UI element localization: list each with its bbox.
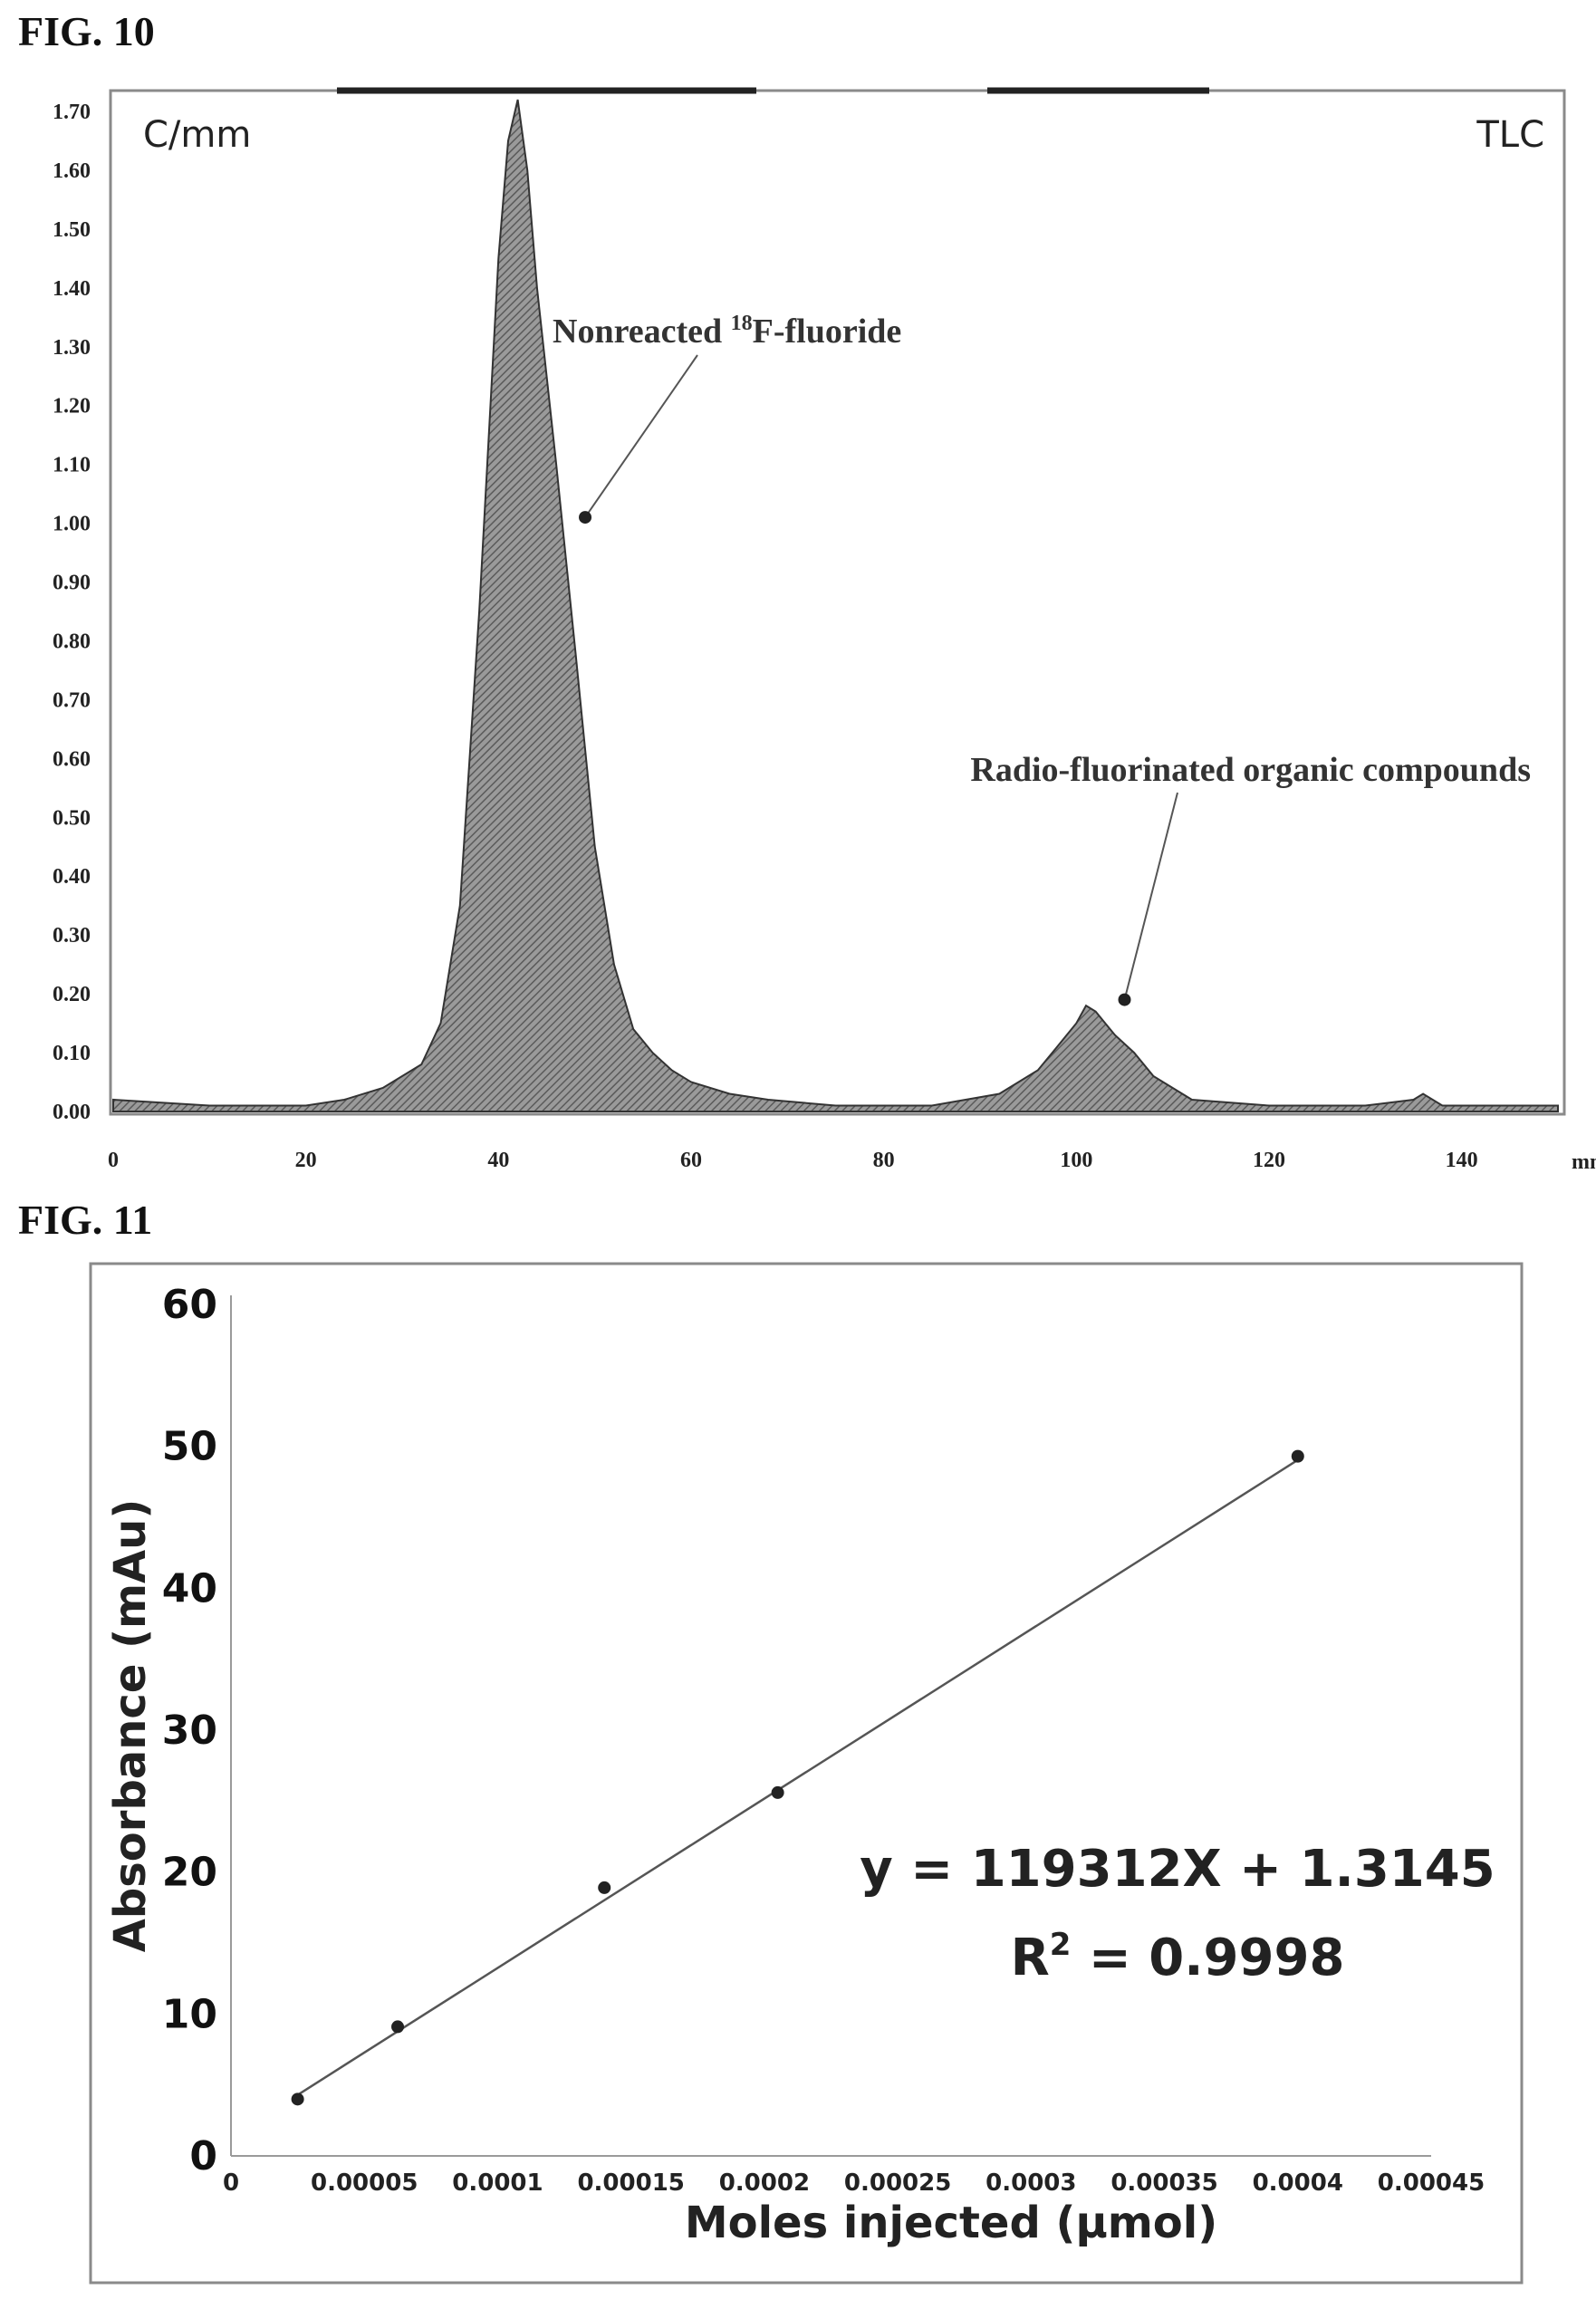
- chart2-y-tick-labels: 0 10 20 30 40 50 60: [162, 1282, 217, 2179]
- annotation-organic: Radio-fluorinated organic compounds: [970, 751, 1531, 789]
- y-tick-label: 0.70: [53, 688, 91, 712]
- chart2-y-label: Absorbance (mAu): [105, 1499, 156, 1953]
- x-tick-label: 40: [487, 1149, 509, 1172]
- fig11-label: FIG. 11: [18, 1197, 153, 1243]
- x-tick-label: 100: [1060, 1149, 1092, 1172]
- r-squared: R2 = 0.9998: [1011, 1927, 1345, 1987]
- chart2-x-tick-label: 0.00005: [311, 2169, 418, 2197]
- annotation-fluoride-arrow: [584, 354, 698, 518]
- chart2-y-tick-label: 50: [162, 1424, 217, 1470]
- chart2-frame: [89, 1262, 1524, 2285]
- y-tick-label: 0.30: [53, 924, 91, 948]
- y-tick-label: 1.40: [53, 277, 91, 301]
- annotation-fluoride-pre: Nonreacted: [553, 313, 731, 351]
- chart2-x-tick-label: 0.00035: [1110, 2169, 1217, 2197]
- y-tick-label: 0.50: [53, 806, 91, 830]
- y-tick-label: 0.00: [53, 1101, 91, 1124]
- annotation-fluoride: Nonreacted 18F-fluoride: [553, 312, 901, 351]
- regression-equation: y = 119312X + 1.3145: [860, 1840, 1495, 1899]
- x-tick-label: 20: [295, 1149, 317, 1172]
- data-points: [291, 1449, 1304, 2106]
- y-tick-label: 1.10: [53, 454, 91, 477]
- plot-frame: [109, 89, 1566, 1116]
- x-tick-label: 140: [1446, 1149, 1478, 1172]
- chart2-x-tick-labels: 0 0.00005 0.0001 0.00015 0.0002 0.00025 0.0003…: [223, 2169, 1485, 2197]
- data-point: [1291, 1449, 1304, 1463]
- y-tick-label: 1.60: [53, 159, 91, 183]
- x-tick-label: 120: [1253, 1149, 1285, 1172]
- y-tick-label: 0.40: [53, 865, 91, 889]
- y-tick-label: 1.50: [53, 218, 91, 242]
- chart2-y-tick-label: 40: [162, 1565, 217, 1611]
- y-tick-label: 0.10: [53, 1042, 91, 1065]
- data-point: [391, 2020, 405, 2034]
- chart2-x-tick-label: 0: [223, 2169, 239, 2197]
- r-squared-value: = 0.9998: [1071, 1929, 1344, 1987]
- y-tick-label: 0.20: [53, 983, 91, 1006]
- chart2-y-tick-label: 20: [162, 1850, 217, 1896]
- y-tick-label: 0.80: [53, 630, 91, 653]
- y-tick-label: 0.90: [53, 572, 91, 595]
- y-tick-label: 1.70: [53, 101, 91, 124]
- data-point: [291, 2093, 304, 2106]
- x-unit-label: mm: [1572, 1150, 1596, 1174]
- fig10-label: FIG. 10: [18, 8, 155, 54]
- x-tick-label: 0: [108, 1149, 119, 1172]
- data-point: [771, 1785, 784, 1799]
- r-squared-sup: 2: [1050, 1927, 1072, 1963]
- trendline: [296, 1458, 1299, 2096]
- data-point: [598, 1881, 611, 1894]
- chart2-x-tick-label: 0.0003: [985, 2169, 1076, 2197]
- corner-label-left: C/mm: [143, 114, 251, 156]
- x-tick-label: 80: [873, 1149, 895, 1172]
- chart2-y-tick-label: 10: [162, 1991, 217, 2037]
- r-squared-prefix: R: [1011, 1929, 1050, 1987]
- y-tick-label: 0.60: [53, 747, 91, 771]
- annotation-organic-arrow: [1123, 792, 1178, 1000]
- y-tick-label: 1.30: [53, 336, 91, 360]
- chart2-x-tick-label: 0.00045: [1378, 2169, 1485, 2197]
- x-tick-labels: 0 20 40 60 80 100 120 140: [108, 1149, 1478, 1172]
- annotation-fluoride-post: F-fluoride: [753, 313, 902, 351]
- corner-label-right: TLC: [1476, 114, 1544, 156]
- chart2-x-tick-label: 0.0004: [1253, 2169, 1343, 2197]
- x-tick-label: 60: [680, 1149, 702, 1172]
- peak-area-group: [112, 99, 1559, 1112]
- chart2-x-tick-label: 0.00025: [844, 2169, 951, 2197]
- tlc-chromatogram-chart: 0.00 0.10 0.20 0.30 0.40 0.50 0.60 0.70 0.80 0.90…: [53, 87, 1596, 1174]
- annotation-fluoride-arrowhead: [579, 511, 592, 524]
- chart2-x-label: Moles injected (µmol): [685, 2198, 1217, 2248]
- y-tick-labels: 0.00 0.10 0.20 0.30 0.40 0.50 0.60 0.70 0.80 0.90…: [53, 101, 91, 1124]
- y-tick-label: 1.00: [53, 513, 91, 536]
- chart2-x-tick-label: 0.0002: [719, 2169, 810, 2197]
- peak-area: [112, 99, 1559, 1112]
- chart2-y-tick-label: 60: [162, 1282, 217, 1328]
- annotation-fluoride-sup: 18: [731, 312, 753, 335]
- y-tick-label: 1.20: [53, 395, 91, 419]
- chart2-y-tick-label: 0: [189, 2133, 217, 2179]
- annotation-organic-arrowhead: [1118, 993, 1131, 1006]
- chart2-x-tick-label: 0.00015: [577, 2169, 684, 2197]
- chart2-y-tick-label: 30: [162, 1708, 217, 1754]
- chart2-x-tick-label: 0.0001: [452, 2169, 543, 2197]
